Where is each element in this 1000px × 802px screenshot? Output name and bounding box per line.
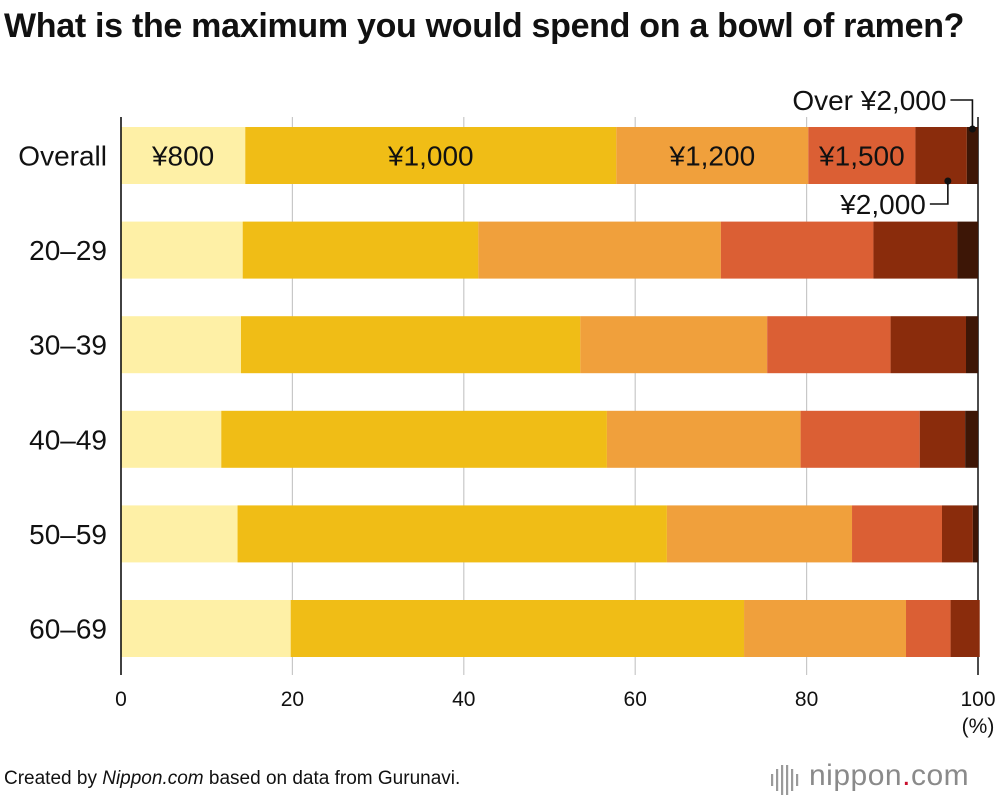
category-label: 60–69 xyxy=(29,614,107,645)
x-tick-label: 0 xyxy=(115,688,127,711)
credit-text: Created by Nippon.com based on data from… xyxy=(4,768,460,790)
bar-segment xyxy=(237,505,667,563)
bar-segment xyxy=(121,127,246,184)
bar-segment xyxy=(121,505,238,563)
logo-main: nippon xyxy=(809,759,903,792)
callout-line xyxy=(950,99,974,129)
bar-segment xyxy=(744,600,907,657)
credit-suffix: based on data from Gurunavi. xyxy=(203,768,461,789)
x-tick-label: 20 xyxy=(281,688,304,711)
credit-source: Nippon.com xyxy=(102,768,204,789)
bar-segment xyxy=(606,410,801,468)
category-label: 30–39 xyxy=(29,330,107,361)
segment-label: Over ¥2,000 xyxy=(792,85,946,116)
segment-label: ¥1,000 xyxy=(387,141,474,172)
segment-label: ¥2,000 xyxy=(839,189,926,220)
category-label: 20–29 xyxy=(29,235,107,266)
bar-segment xyxy=(666,505,853,563)
bar-segment xyxy=(478,221,721,279)
category-labels: Overall 20–29 30–39 40–49 50–59 60–69 xyxy=(18,141,107,645)
bar-segment xyxy=(966,127,978,184)
grid-lines xyxy=(291,117,979,675)
bar-segment xyxy=(290,600,745,657)
bar-segment xyxy=(121,221,243,279)
bar-segment xyxy=(906,600,951,657)
category-label: 50–59 xyxy=(29,519,107,550)
bar-segment xyxy=(950,600,980,657)
bar-segment xyxy=(240,316,581,374)
logo-dot: . xyxy=(902,759,911,792)
logo-mark-icon xyxy=(771,765,799,795)
bar-segment xyxy=(972,505,978,563)
bar-segment xyxy=(852,505,943,563)
nippon-logo: nippon.com xyxy=(767,758,997,798)
chart-title: What is the maximum you would spend on a… xyxy=(4,7,965,45)
bar-segment xyxy=(121,410,222,468)
bar-segment xyxy=(767,316,891,374)
bar-segment xyxy=(808,127,916,184)
x-tick-label: 80 xyxy=(795,688,818,711)
bar-segment xyxy=(915,127,967,184)
segment-label: ¥1,500 xyxy=(818,141,905,172)
bar-segment xyxy=(245,127,617,184)
bar-segment xyxy=(121,316,241,374)
bar-segment xyxy=(580,316,768,374)
bar-segment xyxy=(800,410,920,468)
segment-labels: ¥800 ¥1,000 ¥1,200 ¥1,500 Over ¥2,000 ¥2,000 xyxy=(151,85,976,220)
bar-segment xyxy=(890,316,967,374)
segment-label: ¥1,200 xyxy=(669,141,756,172)
segment-label: ¥800 xyxy=(151,141,214,172)
bars xyxy=(121,127,980,657)
x-tick-label: 60 xyxy=(624,688,647,711)
bar-segment xyxy=(965,410,978,468)
bar-segment xyxy=(942,505,973,563)
bar-segment xyxy=(966,316,978,374)
bar-segment xyxy=(919,410,966,468)
bar-segment xyxy=(121,600,291,657)
logo-tld: com xyxy=(910,759,970,792)
x-unit-label: (%) xyxy=(962,715,995,738)
x-tick-label: 100 xyxy=(960,688,995,711)
x-axis-ticks: 0 20 40 60 80 100 (%) xyxy=(115,688,995,738)
bar-segment xyxy=(221,410,607,468)
bar-segment xyxy=(957,221,978,279)
x-tick-label: 40 xyxy=(452,688,475,711)
credit-prefix: Created by xyxy=(4,768,103,789)
bar-segment xyxy=(873,221,958,279)
category-label: 40–49 xyxy=(29,424,107,455)
callout-line xyxy=(929,181,949,205)
bar-segment xyxy=(720,221,874,279)
logo-text: nippon.com xyxy=(809,759,969,793)
bar-segment xyxy=(242,221,479,279)
bar-segment xyxy=(616,127,809,184)
category-label: Overall xyxy=(18,141,107,172)
